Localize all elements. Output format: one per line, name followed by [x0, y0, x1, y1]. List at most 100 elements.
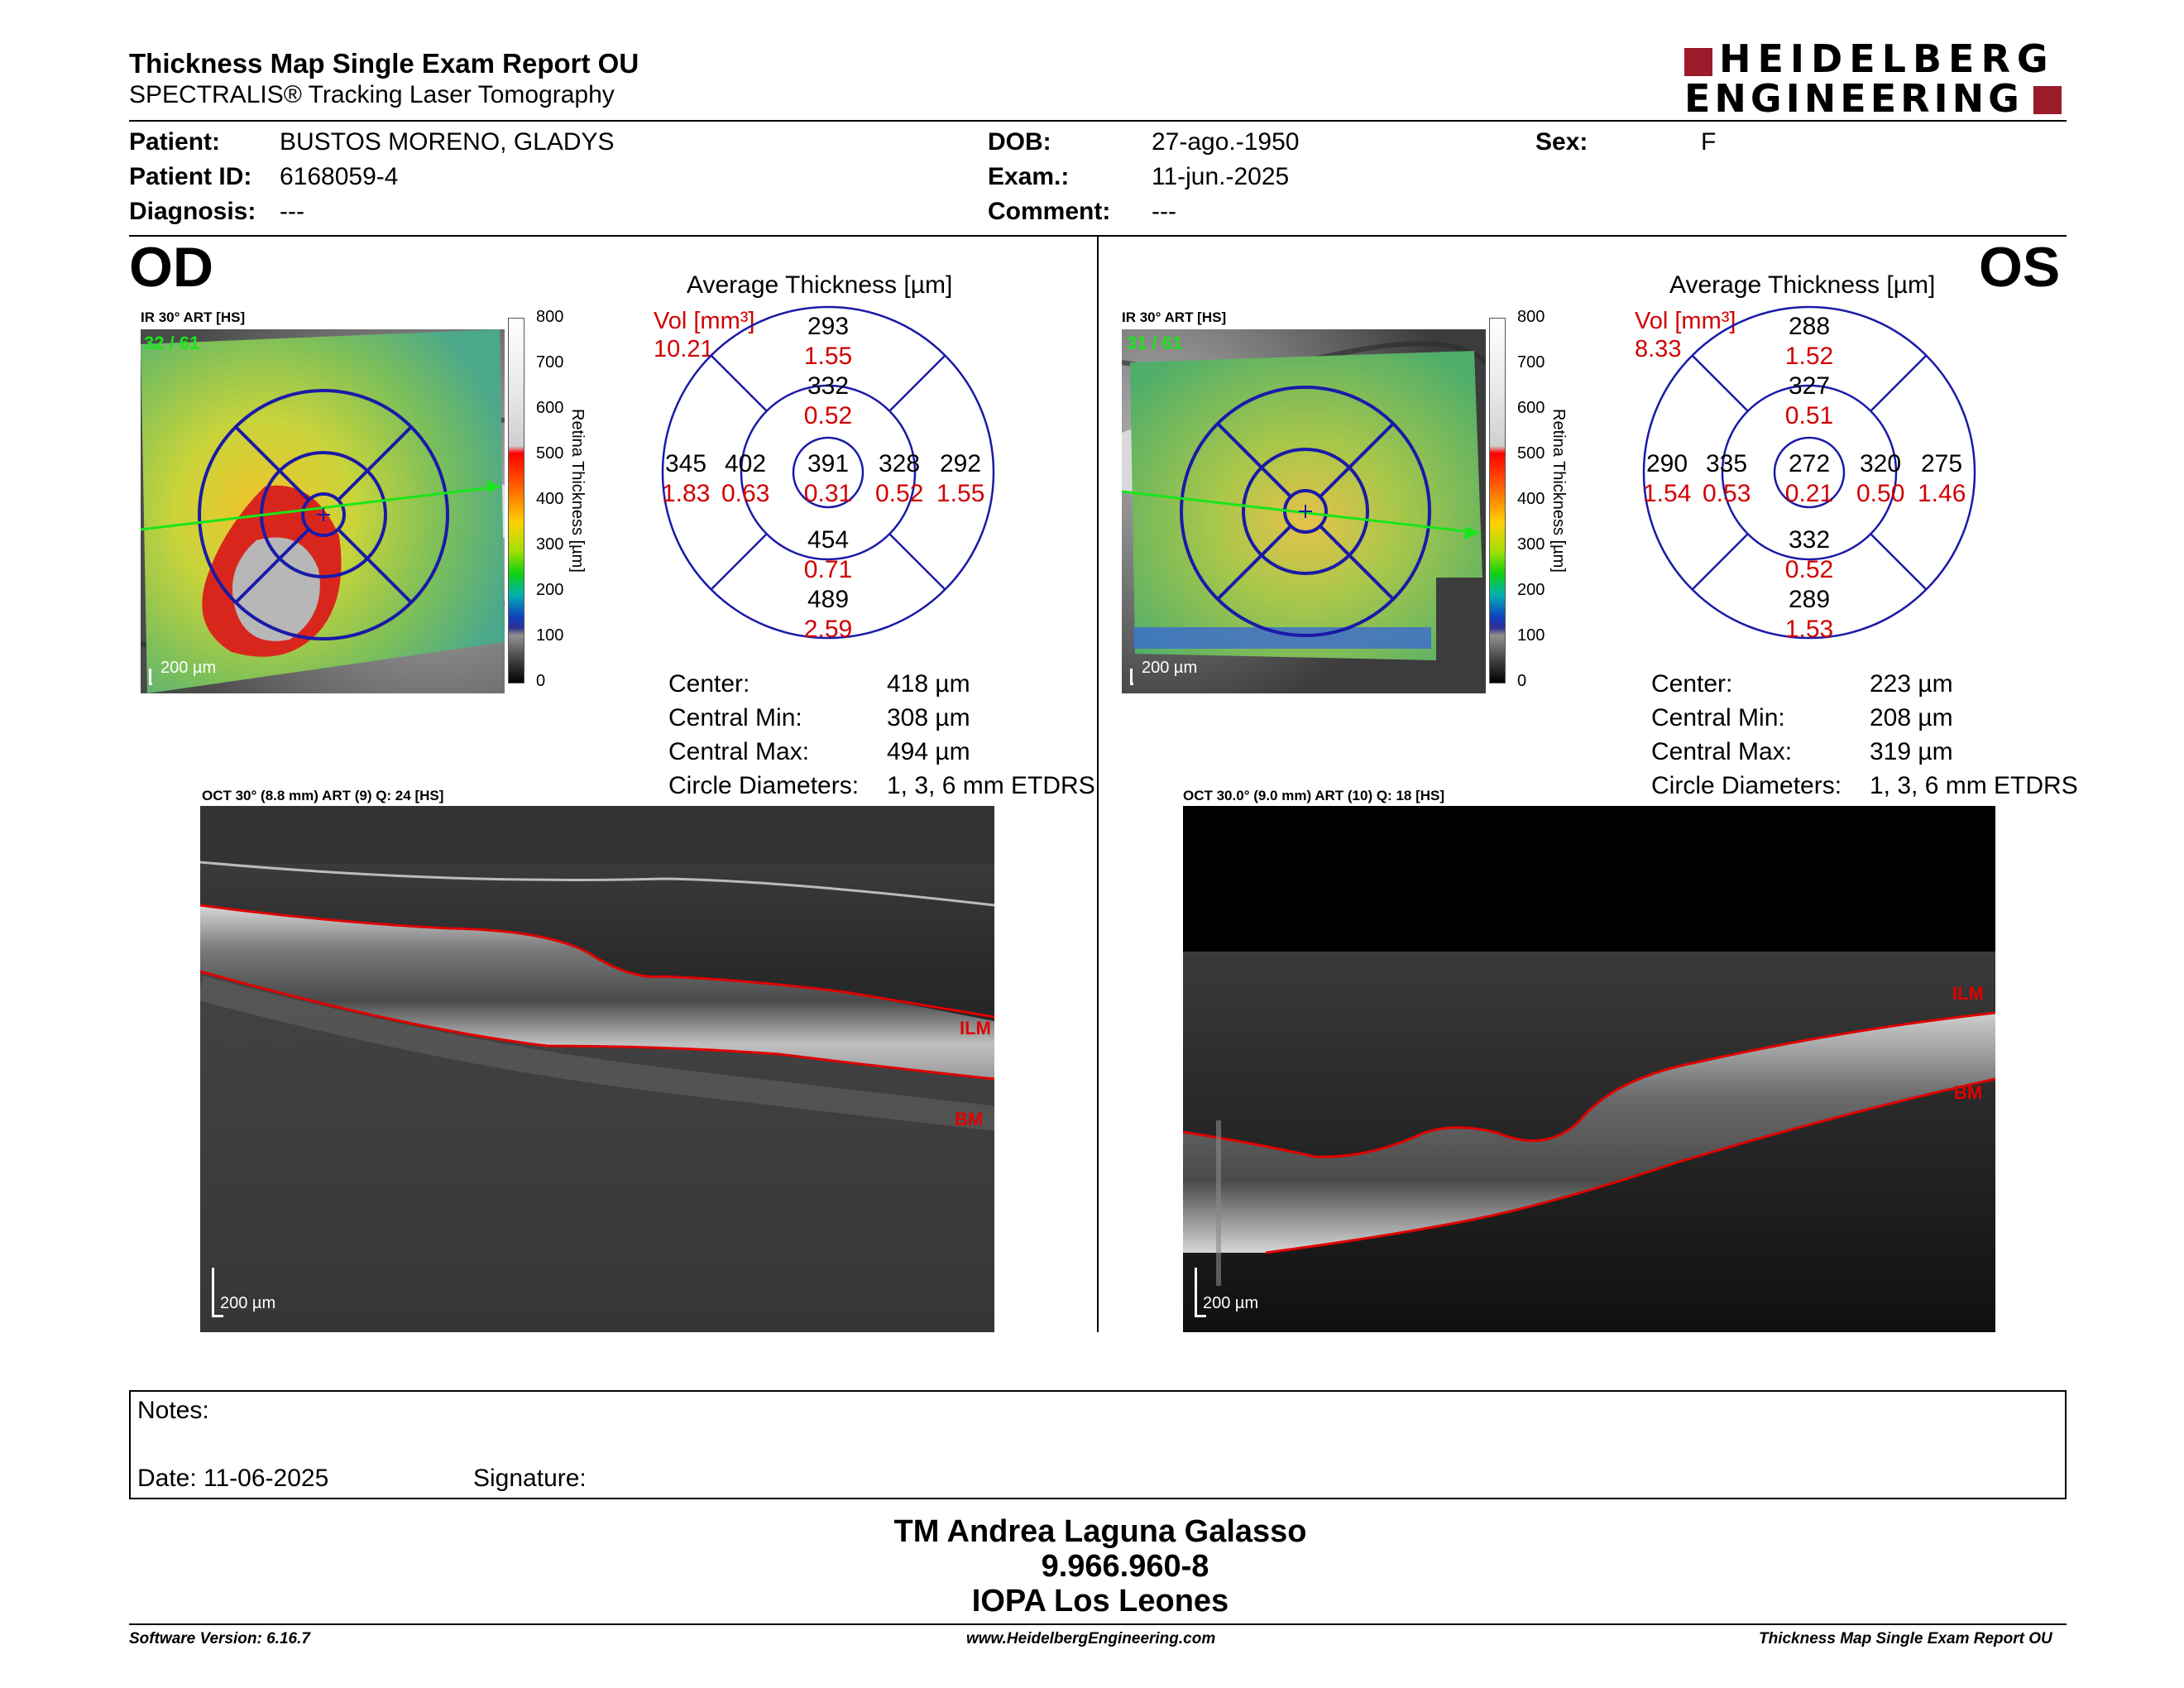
scale-tick-label: 800	[1517, 308, 1545, 326]
os-inner-sup-vol: 0.51	[1784, 402, 1834, 429]
od-inner-inf: 454	[807, 526, 850, 554]
scale-tick-label: 700	[536, 353, 564, 372]
os-ir-label: IR 30° ART [HS]	[1122, 309, 1227, 325]
os-inner-nas-vol: 0.50	[1856, 480, 1905, 507]
od-map-scalebar-icon	[149, 669, 152, 685]
os-min-value: 208 µm	[1870, 704, 1953, 731]
od-oct-scalebar-icon	[212, 1268, 223, 1317]
od-outer-temp: 345	[665, 450, 707, 477]
od-ir-label: IR 30° ART [HS]	[141, 309, 246, 325]
patient-id-value: 6168059-4	[280, 163, 399, 190]
os-scale-title: Retina Thickness [µm]	[1549, 409, 1568, 573]
patient-id-label: Patient ID:	[129, 163, 252, 190]
od-outer-temp-vol: 1.83	[662, 480, 711, 507]
footer-website[interactable]: www.HeidelbergEngineering.com	[966, 1630, 1216, 1647]
od-inner-temp-vol: 0.63	[721, 480, 770, 507]
od-inner-sup: 332	[807, 372, 850, 400]
exam-label: Exam.:	[988, 163, 1070, 190]
logo-red-square-right	[2033, 86, 2062, 114]
scale-tick-label: 100	[1517, 626, 1545, 645]
scale-tick-label: 100	[536, 626, 564, 645]
notes-label: Notes:	[137, 1397, 209, 1424]
od-ilm-label: ILM	[960, 1018, 991, 1038]
od-outer-sup-vol: 1.55	[803, 343, 853, 370]
os-inner-temp-vol: 0.53	[1703, 480, 1751, 507]
os-vol-label: Vol [mm³]	[1635, 308, 1736, 334]
os-bm-label: BM	[1954, 1082, 1983, 1103]
os-inner-inf: 332	[1788, 526, 1831, 554]
os-map-scalebar-icon	[1130, 669, 1133, 685]
os-map-scalebar: 200 µm	[1142, 659, 1198, 677]
patient-label: Patient:	[129, 128, 221, 156]
od-vol-value: 10.21	[654, 336, 714, 362]
od-color-scale	[508, 318, 524, 683]
os-center-label: Center:	[1651, 670, 1733, 698]
od-etdrs-grid: 293 1.55 332 0.52 345 1.83 402 0.63 391 …	[659, 303, 998, 643]
logo-line-2: ENGINEERING	[1684, 76, 2024, 121]
od-max-value: 494 µm	[887, 738, 970, 765]
sex-label: Sex:	[1535, 128, 1588, 156]
os-max-value: 319 µm	[1870, 738, 1953, 765]
od-min-value: 308 µm	[887, 704, 970, 731]
od-outer-nas-vol: 1.55	[936, 480, 985, 507]
footer-report-name: Thickness Map Single Exam Report OU	[1759, 1630, 2052, 1647]
os-oct-label: OCT 30.0° (9.0 mm) ART (10) Q: 18 [HS]	[1183, 788, 1445, 803]
os-color-scale	[1489, 318, 1506, 683]
od-diam-value: 1, 3, 6 mm ETDRS	[887, 772, 1095, 799]
scale-tick-label: 800	[536, 308, 564, 326]
od-oct-label: OCT 30° (8.8 mm) ART (9) Q: 24 [HS]	[202, 788, 444, 803]
notes-box: Notes: Date: 11-06-2025 Signature:	[129, 1390, 2067, 1499]
sex-value: F	[1701, 128, 1717, 156]
scale-tick-label: 700	[1517, 353, 1545, 372]
os-center: 272	[1788, 450, 1831, 477]
od-thickness-map: 32 / 61 200 µm	[140, 329, 518, 693]
os-outer-sup: 288	[1788, 313, 1831, 340]
od-min-label: Central Min:	[668, 704, 802, 731]
os-outer-temp: 290	[1646, 450, 1688, 477]
os-inner-nas: 320	[1860, 450, 1902, 477]
os-oct-scalebar-icon	[1195, 1268, 1206, 1317]
notes-date: Date: 11-06-2025	[137, 1465, 329, 1492]
logo-red-square-left	[1684, 48, 1712, 76]
od-oct-scalebar: 200 µm	[220, 1294, 276, 1312]
od-inner-nas: 328	[879, 450, 921, 477]
os-ilm-label: ILM	[1952, 983, 1984, 1004]
scale-tick-label: 300	[536, 535, 564, 554]
os-inner-sup: 327	[1788, 372, 1831, 400]
scale-tick-label: 0	[536, 672, 546, 690]
od-bm-label: BM	[955, 1109, 984, 1129]
os-etdrs-grid: 288 1.52 327 0.51 290 1.54 335 0.53 272 …	[1640, 303, 1979, 643]
od-inner-nas-vol: 0.52	[875, 480, 924, 507]
signer-org: IOPA Los Leones	[971, 1584, 1229, 1618]
od-vol-label: Vol [mm³]	[654, 308, 755, 334]
os-avg-title: Average Thickness [µm]	[1669, 271, 1936, 299]
comment-value: ---	[1152, 198, 1176, 225]
diagnosis-value: ---	[280, 198, 304, 225]
od-outer-sup: 293	[807, 313, 850, 340]
os-scale-ticks: 800 700 600 500 400 300 200 100 0	[1517, 308, 1567, 697]
os-center-value: 223 µm	[1870, 670, 1953, 698]
od-scale-title: Retina Thickness [µm]	[568, 409, 587, 573]
os-thickness-map: 31 / 61 200 µm	[1105, 329, 1488, 693]
eye-divider	[1097, 237, 1099, 1332]
scale-tick-label: 600	[536, 399, 564, 417]
od-scale-ticks: 800 700 600 500 400 300 200 100 0	[536, 308, 586, 697]
scale-tick-label: 200	[1517, 581, 1545, 599]
footer-divider	[129, 1623, 2067, 1625]
report-subtitle: SPECTRALIS® Tracking Laser Tomography	[129, 81, 615, 108]
scale-tick-label: 400	[1517, 490, 1545, 508]
od-center-vol: 0.31	[803, 480, 853, 507]
os-outer-sup-vol: 1.52	[1784, 343, 1834, 370]
patient-divider	[129, 235, 2067, 237]
os-ir-count: 31 / 61	[1127, 333, 1183, 353]
signer-id: 9.966.960-8	[1041, 1549, 1209, 1584]
os-outer-inf-vol: 1.53	[1784, 616, 1834, 643]
software-version: Software Version: 6.16.7	[129, 1630, 310, 1647]
od-ir-count: 32 / 61	[144, 333, 200, 353]
os-max-label: Central Max:	[1651, 738, 1793, 765]
od-outer-inf-vol: 2.59	[803, 616, 853, 643]
os-min-label: Central Min:	[1651, 704, 1785, 731]
patient-name: BUSTOS MORENO, GLADYS	[280, 128, 615, 156]
exam-value: 11-jun.-2025	[1152, 163, 1290, 190]
os-eye-label: OS	[1979, 236, 2061, 299]
